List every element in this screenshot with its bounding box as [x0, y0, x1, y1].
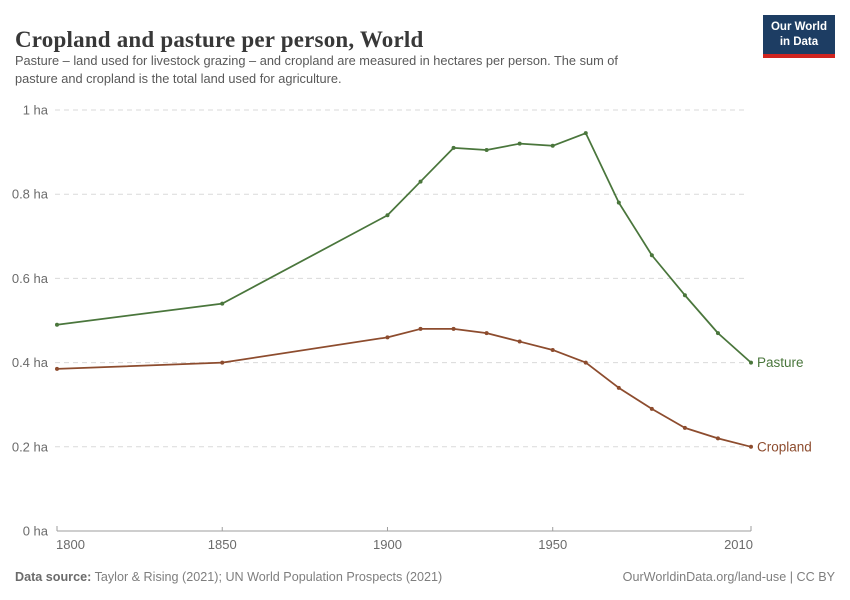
chart-subtitle-line2: pasture and cropland is the total land u… — [15, 70, 342, 86]
owid-logo[interactable]: Our World in Data — [762, 15, 835, 58]
y-axis-tick-label: 0.8 ha — [12, 187, 49, 202]
series-point-pasture[interactable] — [451, 145, 456, 150]
y-axis-tick-label: 1 ha — [23, 103, 49, 118]
series-point-cropland[interactable] — [385, 335, 390, 340]
y-axis-tick-label: 0.6 ha — [12, 271, 49, 286]
y-axis-tick-label: 0.2 ha — [12, 439, 49, 454]
series-point-pasture[interactable] — [715, 331, 720, 336]
chart-title: Cropland and pasture per person, World — [15, 27, 424, 53]
owid-logo-line2: in Data — [779, 35, 819, 48]
series-line-cropland[interactable] — [56, 328, 752, 448]
series-point-cropland[interactable] — [749, 444, 753, 449]
chart-canvas[interactable]: 0 ha 0.2 ha 0.4 ha 0.6 ha 0.8 ha 1 ha 1800 1850… — [0, 0, 850, 565]
chart-subtitle: Pasture – land used for livestock grazin… — [15, 52, 735, 88]
series-point-cropland[interactable] — [517, 339, 522, 344]
series-point-pasture[interactable] — [616, 200, 621, 205]
series-point-pasture[interactable] — [517, 141, 522, 146]
y-axis-tick-label: 0 ha — [23, 524, 49, 539]
series-point-cropland[interactable] — [451, 326, 456, 331]
series-point-cropland[interactable] — [418, 326, 423, 331]
chart-subtitle-line1: Pasture – land used for livestock grazin… — [15, 53, 618, 68]
data-source-text: Taylor & Rising (2021); UN World Populat… — [91, 570, 443, 584]
series-point-pasture[interactable] — [649, 253, 654, 258]
x-axis-tick-label: 1950 — [538, 537, 567, 552]
series-point-cropland[interactable] — [583, 360, 588, 365]
x-axis-tick-label: 1800 — [56, 537, 85, 552]
credit-link[interactable]: OurWorldinData.org/land-use | CC BY — [622, 570, 835, 584]
series-point-cropland[interactable] — [55, 366, 59, 371]
series-end-label-cropland: Cropland — [757, 439, 812, 454]
series-point-pasture[interactable] — [418, 179, 423, 184]
series-point-cropland[interactable] — [220, 360, 225, 365]
owid-logo-line1: Our World — [770, 21, 827, 33]
data-source-label: Data source: — [15, 570, 92, 584]
series-point-cropland[interactable] — [484, 331, 489, 336]
series-point-pasture[interactable] — [220, 301, 225, 306]
chart-footer: Data source: Taylor & Rising (2021); UN … — [15, 570, 835, 584]
series-end-label-pasture: Pasture — [757, 355, 804, 370]
series-point-pasture[interactable] — [550, 143, 555, 148]
series-point-pasture[interactable] — [749, 360, 753, 365]
series-point-cropland[interactable] — [649, 406, 654, 411]
series-point-pasture[interactable] — [583, 131, 588, 136]
series-point-pasture[interactable] — [55, 322, 59, 327]
series-point-pasture[interactable] — [484, 147, 489, 152]
y-axis-tick-label: 0.4 ha — [12, 355, 49, 370]
data-source-note: Data source: Taylor & Rising (2021); UN … — [15, 570, 442, 584]
x-axis-tick-label: 1850 — [208, 537, 237, 552]
x-axis-tick-label: 2010 — [724, 537, 753, 552]
series-point-cropland[interactable] — [715, 436, 720, 441]
series-point-cropland[interactable] — [616, 385, 621, 390]
series-point-cropland[interactable] — [550, 347, 555, 352]
series-line-pasture[interactable] — [56, 132, 752, 364]
series-point-pasture[interactable] — [682, 293, 687, 298]
x-axis-tick-label: 1900 — [373, 537, 402, 552]
series-point-pasture[interactable] — [385, 213, 390, 218]
series-point-cropland[interactable] — [682, 425, 687, 430]
